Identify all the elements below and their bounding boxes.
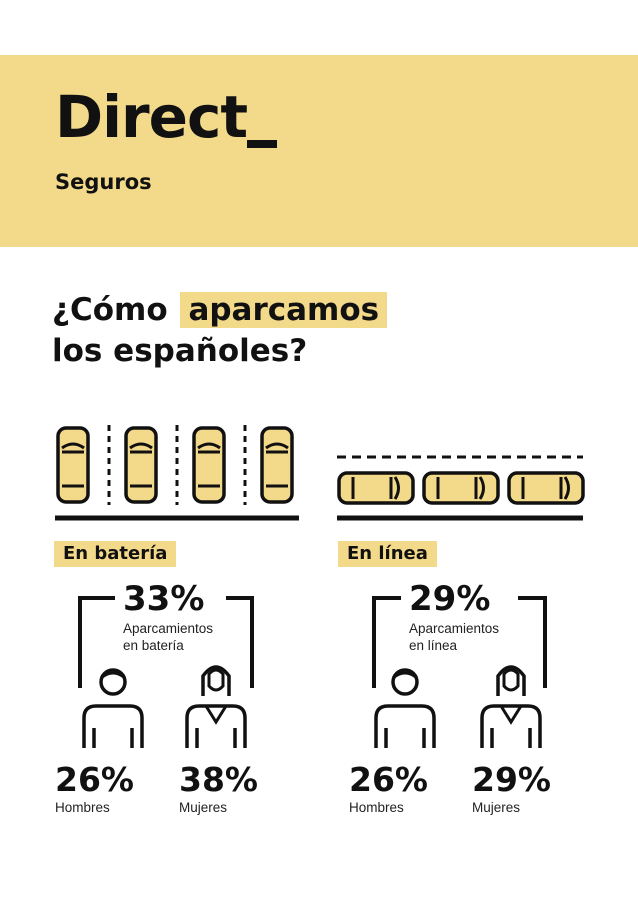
man-icon [82, 668, 144, 750]
bateria-bracket-left [78, 596, 115, 688]
linea-total-desc: Aparcamientos en línea [409, 620, 499, 654]
bateria-total-desc-line2: en batería [123, 638, 184, 653]
car-icon [56, 426, 90, 504]
bateria-total-desc: Aparcamientos en batería [123, 620, 213, 654]
bateria-bracket-right [226, 596, 254, 688]
brand-logo-sub: Seguros [55, 170, 152, 194]
brand-banner [0, 55, 638, 247]
linea-total-desc-line1: Aparcamientos [409, 621, 500, 636]
headline: ¿Cómo aparcamos los españoles? [52, 290, 388, 372]
headline-line2: los españoles? [52, 333, 308, 369]
linea-bracket-right [518, 596, 547, 688]
linea-women-pct: 29% [472, 760, 551, 799]
headline-highlight: aparcamos [180, 292, 388, 328]
bateria-total-desc-line1: Aparcamientos [123, 621, 214, 636]
woman-icon [185, 665, 247, 750]
man-icon [374, 668, 436, 750]
woman-icon [480, 665, 542, 750]
brand-logo-word: Direct [55, 83, 248, 151]
linea-women-label: Mujeres [472, 800, 521, 815]
bateria-total-pct: 33% [123, 579, 205, 619]
linea-bracket-left [372, 596, 401, 688]
linea-total-desc-line2: en línea [409, 638, 458, 653]
bateria-men-pct: 26% [55, 760, 134, 799]
car-icon [192, 426, 226, 504]
bateria-women-pct: 38% [179, 760, 258, 799]
bateria-parking-illustration [55, 425, 299, 521]
linea-men-pct: 26% [349, 760, 428, 799]
brand-logo-underscore [247, 140, 277, 148]
car-icon [422, 471, 500, 505]
car-icon [124, 426, 158, 504]
car-icon [337, 471, 415, 505]
linea-men-label: Hombres [349, 800, 404, 815]
linea-label: En línea [338, 541, 437, 567]
linea-total-pct: 29% [409, 579, 491, 619]
headline-part1: ¿Cómo [52, 292, 168, 328]
bateria-label: En batería [54, 541, 177, 567]
bateria-men-label: Hombres [55, 800, 110, 815]
linea-parking-illustration [337, 455, 585, 521]
car-icon [260, 426, 294, 504]
car-icon [507, 471, 585, 505]
bateria-women-label: Mujeres [179, 800, 228, 815]
